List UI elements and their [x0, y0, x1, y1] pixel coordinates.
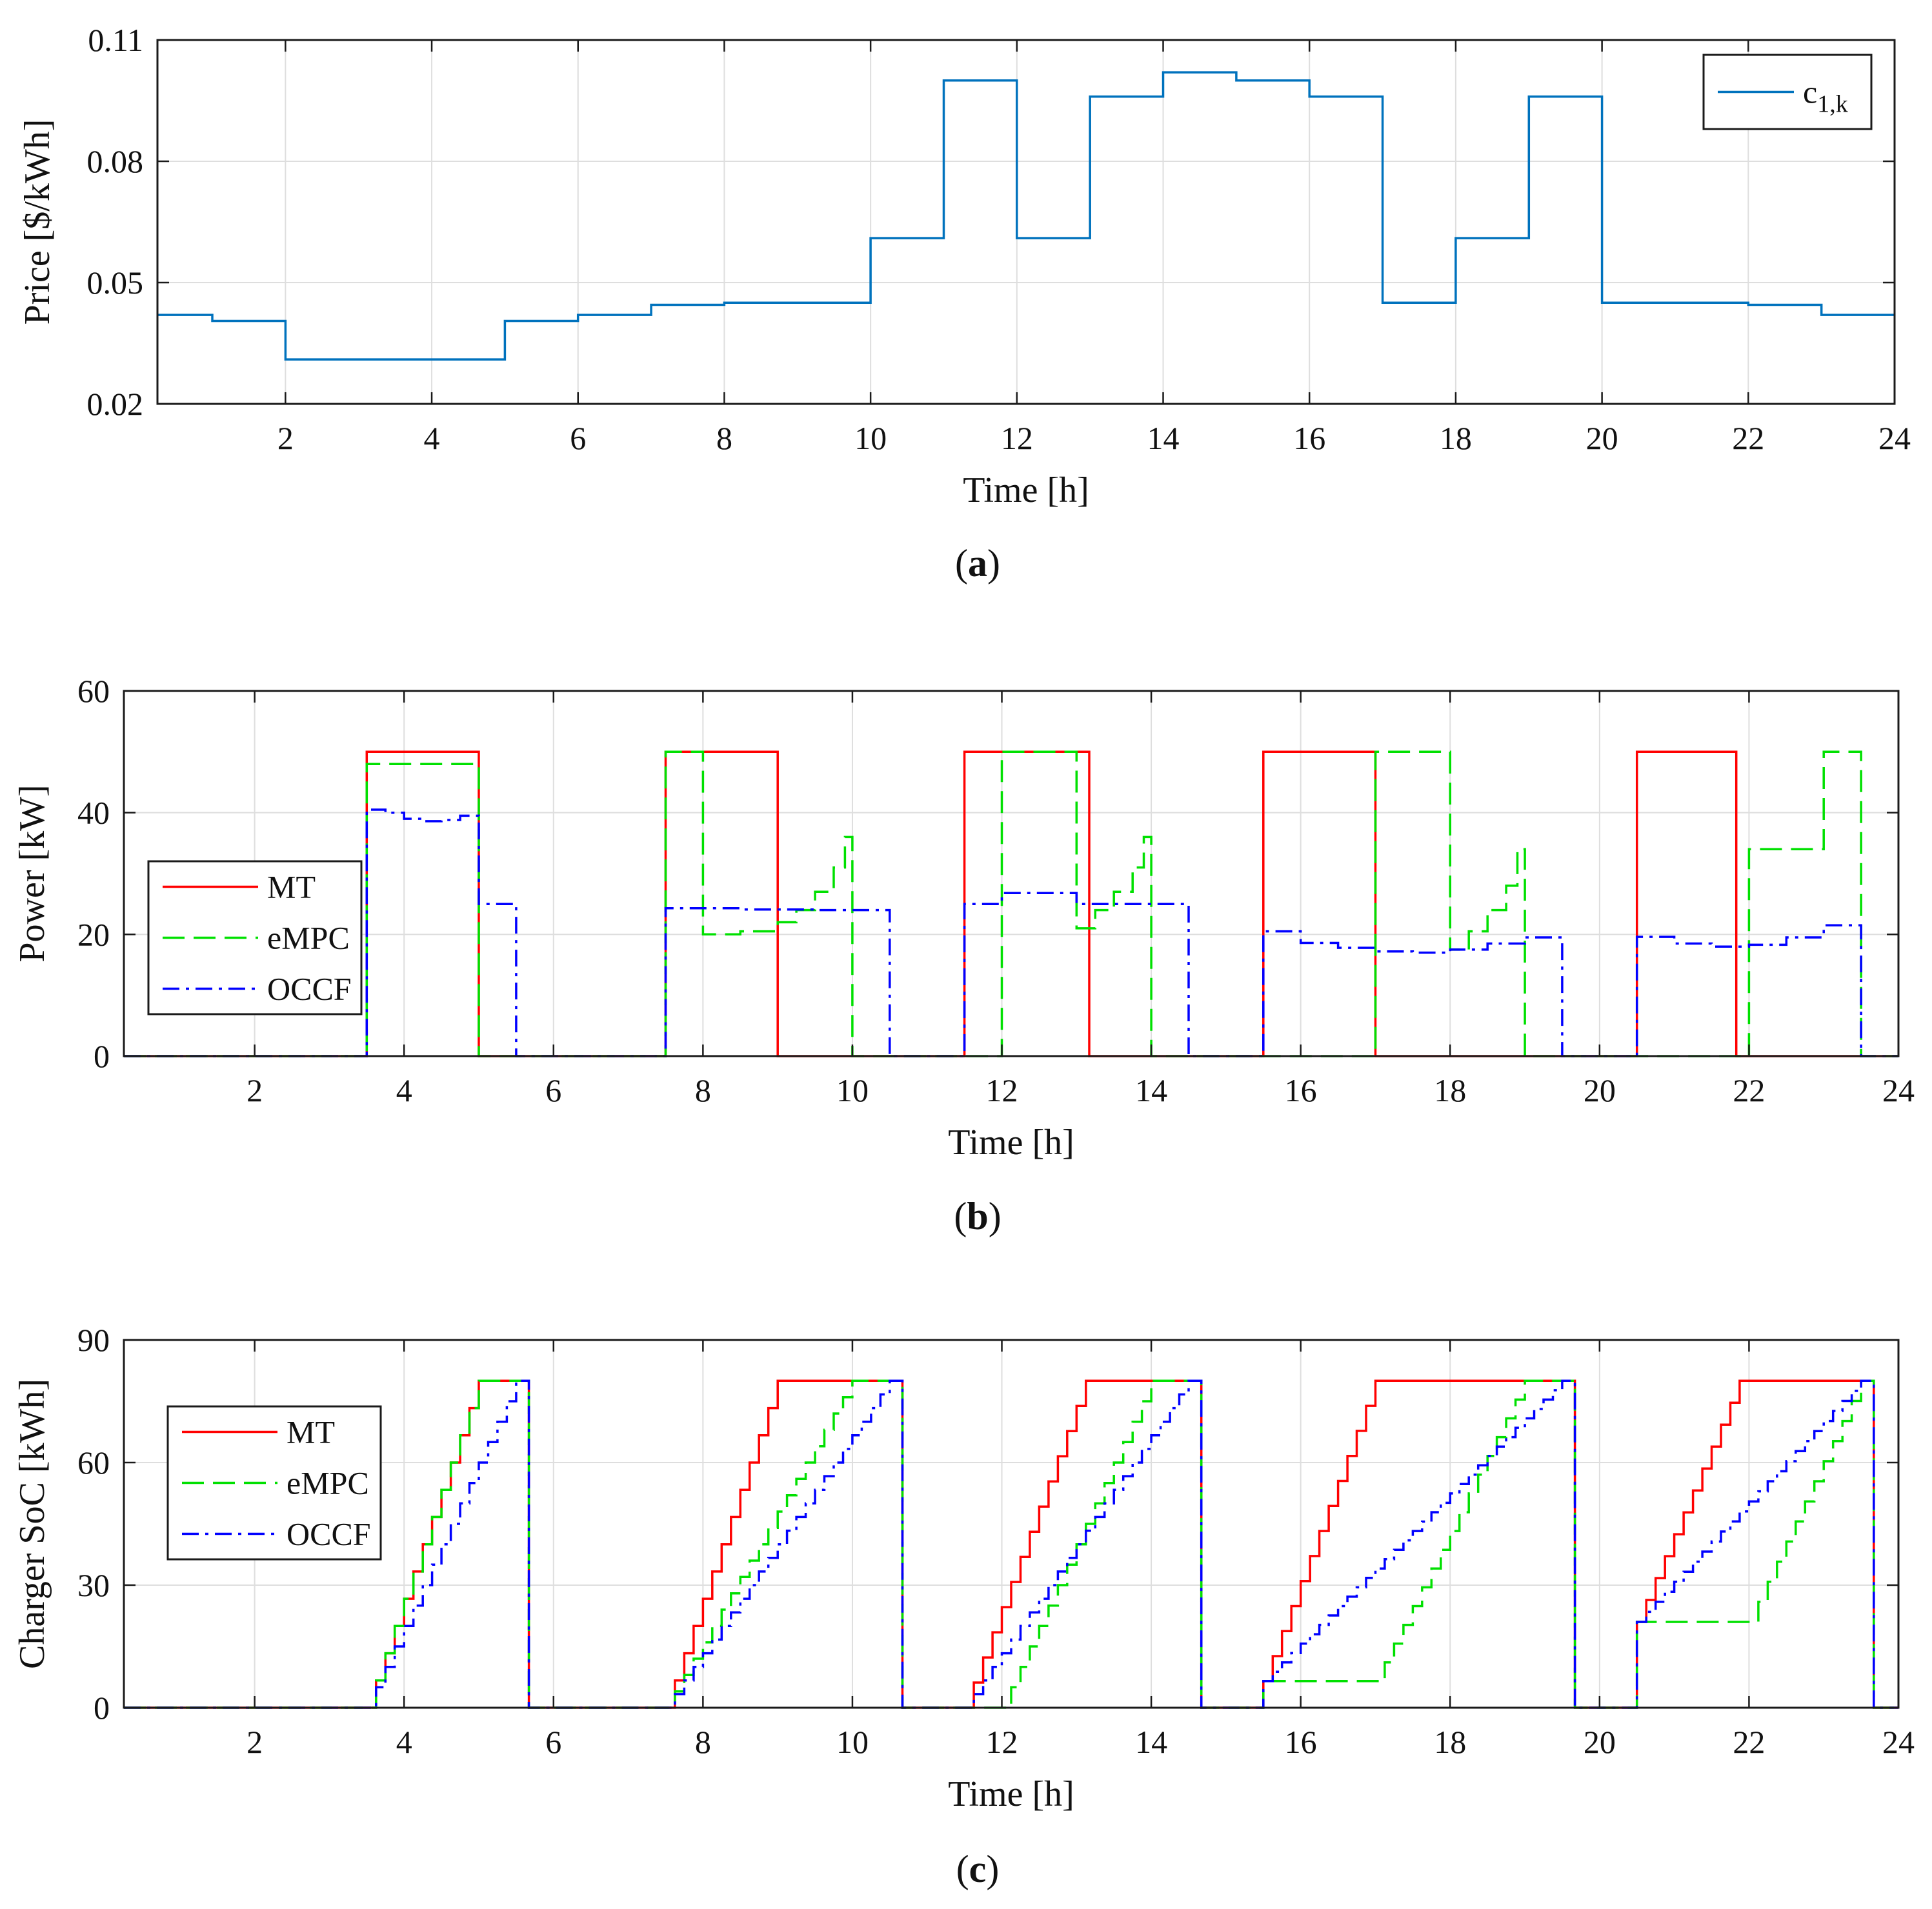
x-tick-label: 6: [545, 1072, 561, 1108]
x-axis-label: Time [h]: [948, 1123, 1074, 1163]
series-line-c1k: [157, 71, 1895, 361]
legend-label: OCCF: [267, 971, 352, 1007]
y-tick-label: 0.02: [87, 386, 144, 422]
chart-panel-a: 2 4 6 8 10 12 14 16 18 20 22 240.020.050.080.11Time…: [17, 22, 1911, 585]
series-line-empc: [124, 1379, 1898, 1709]
x-tick-label: 22: [1733, 1072, 1765, 1108]
x-tick-label: 16: [1285, 1072, 1317, 1108]
x-tick-label: 18: [1434, 1724, 1466, 1760]
x-tick-label: 14: [1147, 420, 1180, 456]
legend-label: MT: [267, 869, 316, 905]
plot-frame: [123, 1339, 1900, 1709]
x-tick-label: 4: [396, 1724, 412, 1760]
panel-caption: (b): [954, 1195, 1001, 1237]
x-tick-label: 16: [1285, 1724, 1317, 1760]
y-tick-label: 0.05: [87, 265, 144, 301]
y-tick-label: 60: [77, 673, 110, 709]
x-tick-label: 10: [854, 420, 887, 456]
plot-frame: [123, 690, 1900, 1057]
legend-label: eMPC: [287, 1465, 369, 1501]
x-tick-label: 2: [247, 1724, 263, 1760]
x-tick-label: 10: [836, 1072, 869, 1108]
x-tick-label: 20: [1586, 420, 1618, 456]
series-line-occf: [124, 1379, 1898, 1709]
x-tick-label: 14: [1135, 1072, 1167, 1108]
legend: c1,k: [1702, 54, 1873, 130]
x-tick-label: 20: [1584, 1724, 1616, 1760]
x-tick-label: 10: [836, 1724, 869, 1760]
x-tick-label: 24: [1878, 420, 1911, 456]
y-tick-label: 0: [94, 1690, 110, 1726]
x-tick-label: 12: [986, 1072, 1018, 1108]
x-tick-label: 16: [1293, 420, 1325, 456]
legend-label: MT: [287, 1414, 335, 1450]
y-tick-label: 90: [77, 1322, 110, 1358]
y-tick-label: 60: [77, 1444, 110, 1481]
x-tick-label: 22: [1732, 420, 1764, 456]
x-tick-label: 12: [986, 1724, 1018, 1760]
x-tick-label: 20: [1584, 1072, 1616, 1108]
legend: MT eMPC OCCF: [147, 860, 363, 1015]
y-tick-label: 30: [77, 1567, 110, 1603]
x-tick-label: 18: [1440, 420, 1472, 456]
y-tick-label: 0.11: [88, 22, 143, 58]
x-tick-label: 6: [545, 1724, 561, 1760]
x-tick-label: 14: [1135, 1724, 1167, 1760]
x-tick-label: 6: [570, 420, 586, 456]
y-axis-label: Power [kW]: [12, 785, 52, 962]
x-tick-label: 8: [695, 1072, 711, 1108]
y-tick-label: 0.08: [87, 143, 144, 179]
y-tick-label: 0: [94, 1038, 110, 1074]
y-axis-label: Charger SoC [kWh]: [12, 1379, 52, 1669]
x-tick-label: 12: [1001, 420, 1033, 456]
x-tick-label: 18: [1434, 1072, 1466, 1108]
x-tick-label: 8: [716, 420, 732, 456]
panel-caption: (a): [955, 542, 1000, 585]
x-tick-label: 22: [1733, 1724, 1765, 1760]
y-tick-label: 40: [77, 795, 110, 831]
x-tick-label: 2: [277, 420, 294, 456]
x-tick-label: 24: [1882, 1072, 1915, 1108]
x-tick-label: 2: [247, 1072, 263, 1108]
legend-label: eMPC: [267, 920, 350, 956]
x-tick-label: 4: [424, 420, 440, 456]
legend: MT eMPC OCCF: [166, 1405, 382, 1561]
x-axis-label: Time [h]: [963, 470, 1089, 510]
y-axis-label: Price [$/kWh]: [17, 119, 57, 325]
x-tick-label: 4: [396, 1072, 412, 1108]
legend-label: OCCF: [287, 1516, 371, 1552]
series-line-mt: [124, 750, 1898, 1057]
y-tick-label: 20: [77, 916, 110, 952]
series-line-mt: [124, 1379, 1898, 1709]
legend-label: c1,k: [1803, 74, 1848, 118]
x-axis-label: Time [h]: [948, 1774, 1074, 1814]
series-line-empc: [124, 750, 1898, 1057]
plot-frame: [156, 39, 1896, 405]
x-tick-label: 24: [1882, 1724, 1915, 1760]
x-tick-label: 8: [695, 1724, 711, 1760]
series-line-occf: [124, 808, 1898, 1057]
panel-caption: (c): [956, 1848, 1000, 1890]
